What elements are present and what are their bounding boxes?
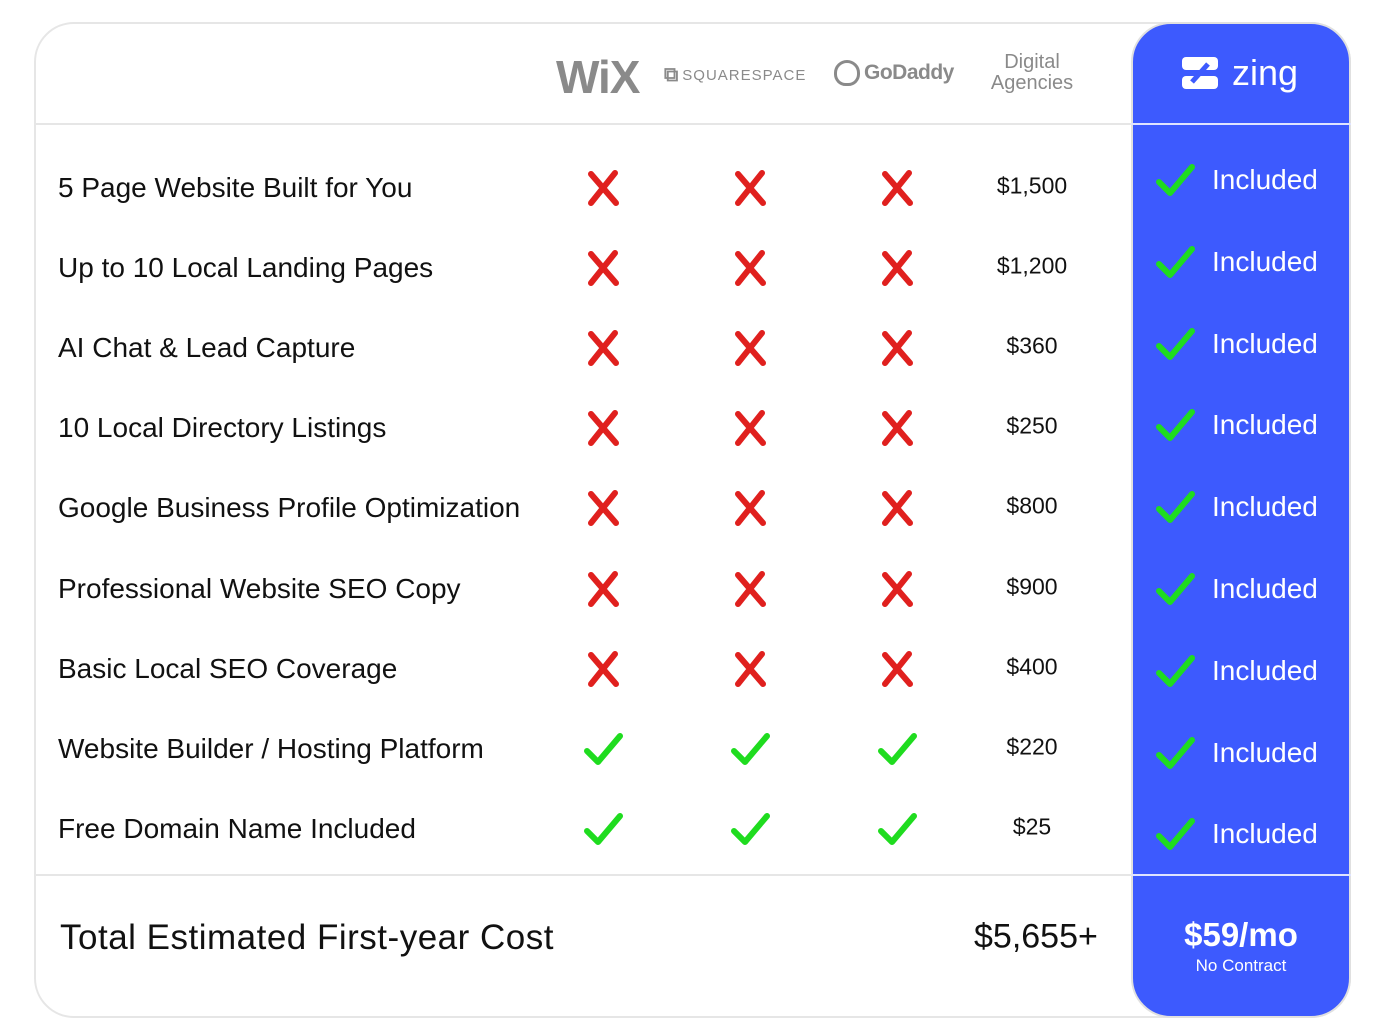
feature-label: Free Domain Name Included [58,812,416,844]
feature-label: Basic Local SEO Coverage [58,652,398,684]
agencies-price: $1,200 [996,252,1068,279]
godaddy-cross-icon [877,569,917,609]
godaddy-text: GoDaddy [864,61,954,84]
agencies-price: $900 [1006,573,1058,599]
godaddy-check-icon [877,729,917,769]
zing-footer-divider [1131,874,1351,876]
agencies-label-2: Agencies [990,72,1074,94]
godaddy-cross-icon [877,649,917,689]
squarespace-check-icon [730,729,770,769]
zing-price-block: $59/mo No Contract [1131,916,1351,976]
zing-check-icon [1155,242,1195,282]
zing-included: Included [1212,491,1318,523]
wix-cross-icon [583,408,623,448]
wix-check-icon [583,809,623,849]
agencies-label-1: Digital [1004,51,1060,73]
zing-included: Included [1212,818,1318,850]
squarespace-check-icon [730,809,770,849]
godaddy-cross-icon [877,328,917,368]
agencies-price: $220 [1006,733,1058,760]
header-divider [34,123,1351,125]
zing-check-icon [1155,487,1195,527]
feature-label: Website Builder / Hosting Platform [58,732,484,764]
zing-check-icon [1155,324,1195,364]
godaddy-cross-icon [877,248,917,288]
zing-check-icon [1155,405,1195,445]
wix-cross-icon [583,248,623,288]
agencies-price: $1,500 [996,172,1068,199]
zing-header-divider [1131,123,1351,125]
zing-included: Included [1212,409,1318,441]
squarespace-logo: ⧉ SQUARESPACE [664,64,806,87]
godaddy-check-icon [877,809,917,849]
agencies-total: $5,655+ [974,917,1098,956]
godaddy-icon [834,60,860,86]
squarespace-cross-icon [730,649,770,689]
godaddy-cross-icon [877,408,917,448]
wix-cross-icon [583,168,623,208]
godaddy-cross-icon [877,168,917,208]
zing-included: Included [1212,736,1318,768]
squarespace-cross-icon [730,408,770,448]
squarespace-cross-icon [730,168,770,208]
squarespace-cross-icon [730,328,770,368]
agencies-price: $800 [1006,492,1058,519]
wix-cross-icon [583,569,623,609]
squarespace-icon: ⧉ [664,64,679,86]
godaddy-logo: GoDaddy [834,60,954,86]
zing-included: Included [1212,245,1318,277]
zing-check-icon [1155,569,1195,609]
zing-included: Included [1212,573,1318,604]
feature-label: 5 Page Website Built for You [58,172,413,203]
agencies-price: $250 [1006,412,1058,439]
feature-label: Professional Website SEO Copy [58,572,461,604]
feature-label: Google Business Profile Optimization [58,492,521,524]
zing-check-icon [1155,160,1195,200]
zing-logo: zing [1180,52,1298,94]
zing-note: No Contract [1195,956,1287,975]
squarespace-cross-icon [730,488,770,528]
squarespace-text: SQUARESPACE [682,67,807,84]
feature-label: AI Chat & Lead Capture [58,332,356,364]
wix-check-icon [583,729,623,769]
wix-cross-icon [583,488,623,528]
agencies-price: $25 [1012,813,1052,840]
zing-included: Included [1212,327,1318,359]
agencies-price: $400 [1006,653,1058,680]
wix-cross-icon [583,649,623,689]
feature-label: Up to 10 Local Landing Pages [58,252,434,284]
zing-included: Included [1212,164,1318,195]
zing-brand-text: zing [1232,52,1299,93]
agencies-price: $360 [1006,332,1058,359]
feature-label: 10 Local Directory Listings [58,412,387,444]
zing-check-icon [1155,733,1195,773]
squarespace-cross-icon [730,248,770,288]
wix-logo: WiX [556,51,640,103]
zing-check-icon [1155,814,1195,854]
godaddy-cross-icon [877,488,917,528]
footer-divider [34,874,1351,876]
zing-bolt-icon [1182,57,1218,89]
wix-cross-icon [583,328,623,368]
zing-included: Included [1212,654,1318,686]
zing-price: $59/mo [1184,916,1298,953]
squarespace-cross-icon [730,569,770,609]
agencies-header: Digital Agencies [980,52,1084,94]
total-label: Total Estimated First-year Cost [60,918,554,957]
zing-check-icon [1155,651,1195,691]
